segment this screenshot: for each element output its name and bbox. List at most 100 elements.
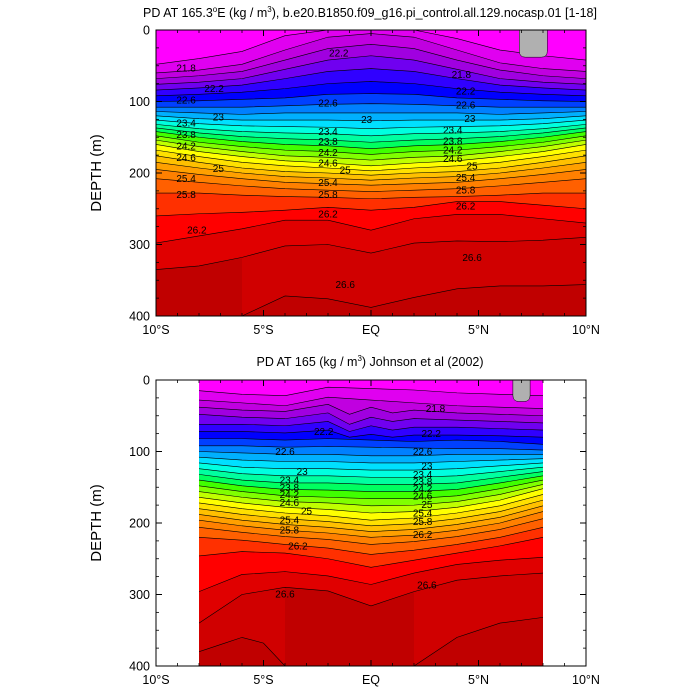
contour-line-26-2: [156, 201, 586, 217]
contour-label: 23: [361, 115, 373, 126]
contour-line-22-4: [199, 421, 543, 432]
contour-fill-21-6: [199, 380, 543, 396]
contour-label: 23.8: [318, 137, 338, 148]
contour-label: 24.6: [318, 158, 338, 169]
contour-label: 22.6: [176, 96, 196, 107]
contour-line-23-6: [199, 462, 543, 471]
contour-label: 26.2: [318, 209, 338, 220]
contour-label: 24.2: [413, 484, 433, 495]
y-tick-label: 0: [143, 374, 150, 388]
contour-label: 23.4: [443, 126, 463, 137]
contour-label: 26.6: [417, 581, 437, 592]
y-tick-label: 300: [129, 238, 150, 252]
contour-label: 25.4: [280, 516, 300, 527]
contour-line-22: [199, 403, 543, 417]
contour-line-25-6: [199, 511, 543, 538]
x-tick-label: 5°S: [253, 323, 273, 337]
y-tick-label: 400: [129, 660, 150, 674]
x-tick-label: EQ: [362, 323, 380, 337]
contour-line-26-8: [199, 637, 286, 666]
top-contour-panel: 21.822.221.822.2 22.222.6 22.6 22.623 23 2323…: [129, 24, 600, 338]
contour-label: 26.2: [413, 530, 433, 541]
contour-label: 23.4: [176, 118, 196, 129]
contour-label: 26.6: [335, 280, 355, 291]
contour-line-25-8: [156, 178, 586, 192]
contour-line-21-8: [199, 396, 543, 409]
contour-line-25: [156, 149, 586, 172]
contour-label: 25.4: [456, 173, 476, 184]
contour-label: 22.6: [318, 98, 338, 109]
contour-line-22-2: [156, 55, 586, 85]
contour-line-21-6: [199, 386, 543, 397]
y-tick-label: 0: [143, 24, 150, 38]
y-tick-label: 200: [129, 167, 150, 181]
contour-line-23-4: [156, 115, 586, 122]
contour-line-24-6: [199, 484, 543, 507]
contour-label: 24.2: [176, 141, 196, 152]
contour-line-22: [156, 43, 586, 79]
bottom-y-axis-label: DEPTH (m): [88, 484, 105, 562]
y-tick-label: 100: [129, 95, 150, 109]
missing-data-region: [512, 380, 531, 402]
contour-label: 23: [213, 113, 225, 124]
contour-label: 26.2: [187, 226, 207, 237]
contour-label: 24.2: [280, 490, 300, 501]
contour-line-23: [199, 445, 543, 451]
contour-label: 24.6: [413, 491, 433, 502]
contour-line-23-2: [199, 451, 543, 457]
contour-line-25-2: [199, 499, 543, 527]
contour-line-23-6: [156, 119, 586, 129]
y-tick-label: 400: [129, 310, 150, 324]
contour-line-26-4: [156, 214, 586, 244]
contour-label: 26.2: [288, 541, 308, 552]
contour-label: 22.2: [456, 86, 476, 97]
y-tick-label: 100: [129, 445, 150, 459]
contour-line-25-4: [156, 161, 586, 181]
contour-line-24: [199, 471, 543, 485]
contour-label: 25.8: [280, 526, 300, 537]
contour-label: 23.4: [280, 476, 300, 487]
x-tick-label: 10°S: [142, 673, 169, 687]
contour-label: 25.8: [413, 517, 433, 528]
contour-label: 25: [213, 164, 225, 175]
contour-label: 21.8: [426, 404, 446, 415]
contour-label: 26.6: [275, 589, 295, 600]
contour-fill-21-6: [156, 30, 586, 65]
contour-line-25-8: [199, 518, 543, 545]
contour-line-26-4: [199, 557, 543, 592]
contour-label: 25: [340, 166, 352, 177]
contour-line-26-2: [199, 537, 543, 568]
contour-label: 23.8: [176, 130, 196, 141]
contour-label: 21.8: [176, 63, 196, 74]
contour-label: 23.8: [443, 136, 463, 147]
contour-label: 22.6: [456, 101, 476, 112]
contour-line-24: [156, 127, 586, 143]
contour-line-26-8: [241, 284, 586, 316]
contour-line-23-8: [156, 124, 586, 137]
contour-line-26-6: [199, 572, 543, 624]
contour-label: 25.4: [318, 178, 338, 189]
contour-label: 24.2: [318, 148, 338, 159]
contour-label: 22.2: [204, 84, 224, 95]
contour-plot-area: 21.822.221.822.2 22.222.6 22.6 22.623 23 2323…: [156, 30, 586, 316]
contour-label: 23: [421, 461, 433, 472]
contour-line-22-8: [156, 93, 586, 102]
contour-label: 25.4: [176, 174, 196, 185]
contour-label: 25.8: [176, 190, 196, 201]
contour-label: 23.8: [280, 483, 300, 494]
contour-label: 23.4: [318, 127, 338, 138]
contour-line-24-6: [156, 139, 586, 161]
contour-line-25-4: [199, 505, 543, 532]
x-tick-label: 10°S: [142, 323, 169, 337]
contour-line-22-6: [199, 429, 543, 438]
contour-label: 26.2: [456, 201, 476, 212]
y-tick-label: 300: [129, 588, 150, 602]
contour-line-22-4: [156, 68, 586, 91]
contour-label: 24.2: [443, 146, 463, 157]
contour-label: 22.2: [329, 48, 349, 59]
bottom-contour-panel: 21.822.2 22.222.6 22.6232323.423.423.823.8…: [129, 374, 600, 688]
contour-line-25-6: [156, 169, 586, 186]
contour-label: 22.6: [275, 447, 295, 458]
contour-line-24-4: [156, 135, 586, 155]
contour-label: 25.8: [318, 190, 338, 201]
